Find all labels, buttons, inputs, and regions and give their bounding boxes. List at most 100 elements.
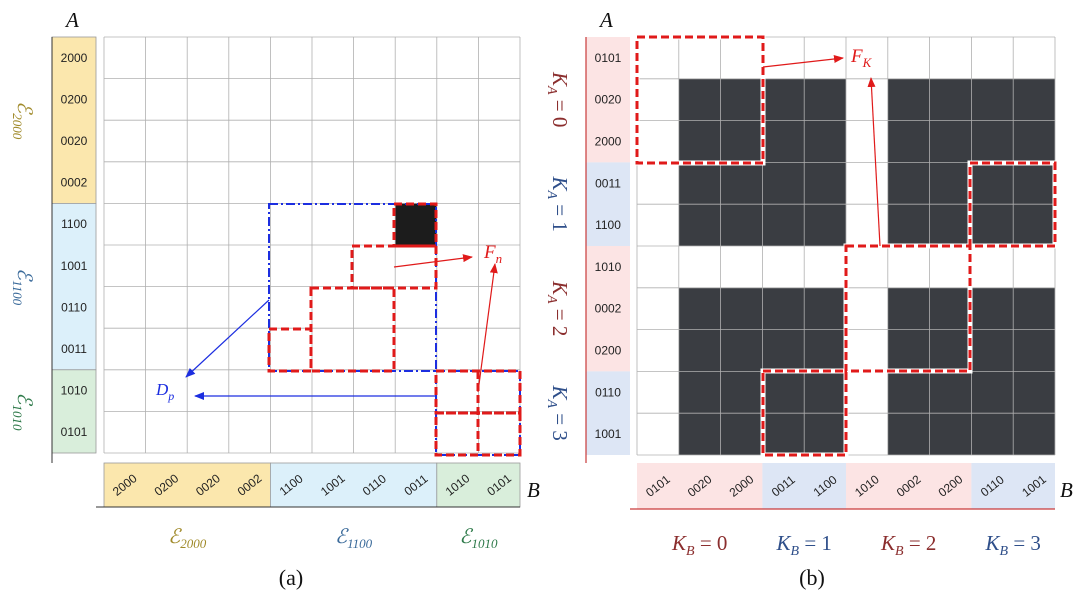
panel-b-filled-cell xyxy=(762,78,805,121)
panel-b-filled-cell xyxy=(887,120,930,163)
panel-b-filled-cell xyxy=(887,78,930,121)
panel-a-row-label: 0110 xyxy=(61,300,87,314)
panel-a-arrows xyxy=(185,254,498,400)
fk-label: FK xyxy=(850,46,873,70)
panel-b-row-label: 0002 xyxy=(595,302,622,316)
panel-b-filled-cell xyxy=(971,287,1014,330)
panel-a-row-label: 0011 xyxy=(61,342,87,356)
panel-b-filled-cell xyxy=(804,329,846,372)
panel-b-filled-cell xyxy=(762,371,805,414)
panel-b-filled-cell xyxy=(678,162,721,205)
panel-b-filled-cell xyxy=(720,162,763,205)
panel-b-filled-cell xyxy=(762,204,805,246)
panel-b-filled-cell xyxy=(762,413,805,455)
panel-a-row-label: 0020 xyxy=(61,134,88,148)
panel-b-filled-cell xyxy=(1013,371,1055,414)
panel-b-red-blocks xyxy=(635,35,1057,457)
panel-b-filled-cell xyxy=(1013,329,1055,372)
red-block-3 xyxy=(309,286,396,373)
panel-a-bottom-band-2000 xyxy=(103,462,271,508)
panel-b-row-labels: 0101 0020 2000 0011 1100 1010 0002 0200 0110 1001 xyxy=(595,51,622,441)
fk-block-2 xyxy=(844,244,972,373)
fk-block-0 xyxy=(635,35,765,165)
panel-b-caption: (b) xyxy=(799,565,825,590)
panel-b-arrows xyxy=(762,55,881,247)
panel-b-axis-b: B xyxy=(1060,478,1073,502)
panel-b-filled-cell xyxy=(720,78,763,121)
panel-a-row-label: 2000 xyxy=(61,51,88,65)
red-block-1 xyxy=(392,202,438,248)
panel-b-filled-cell xyxy=(971,329,1014,372)
panel-a-left-band-1100 xyxy=(51,202,97,371)
panel-b-ka-label: KA = 1 xyxy=(544,175,572,231)
panel-b-bottom-band-2 xyxy=(846,463,972,509)
panel-b-filled-cell xyxy=(804,78,846,121)
panel-b-filled-cell xyxy=(678,78,721,121)
panel-b-ka-label: KA = 3 xyxy=(544,384,572,440)
panel-b-row-label: 1001 xyxy=(595,427,622,441)
panel-b-bottom-band-0 xyxy=(637,463,763,509)
panel-b-filled-cell xyxy=(971,120,1014,163)
panel-b-row-label: 1100 xyxy=(595,218,621,232)
fn-label: Fn xyxy=(483,242,502,266)
dp-arrow-1 xyxy=(185,299,270,378)
fk-block-3 xyxy=(761,369,848,457)
dp-label: Dp xyxy=(155,380,174,403)
panel-b-filled-cell xyxy=(804,162,846,205)
panel-b-kb-label: KB = 0 xyxy=(671,531,727,559)
panel-b-row-label: 0101 xyxy=(595,51,622,65)
panel-b-filled-cell xyxy=(887,329,930,372)
panel-b-filled-cell xyxy=(1013,287,1055,330)
panel-b-row-label: 2000 xyxy=(595,135,622,149)
panel-b-filled-cell xyxy=(804,204,846,246)
panel-b-filled-cell xyxy=(971,162,1014,205)
panel-a-filled-cell xyxy=(395,203,437,245)
panel-a-axis-a: A xyxy=(64,8,79,32)
panel-b-filled-cell xyxy=(929,204,972,246)
panel-a-sector-bands xyxy=(51,36,521,508)
panel-b-left-band-3 xyxy=(586,371,630,455)
panel-b-filled-cell xyxy=(1013,78,1055,121)
panel-b-filled-cell xyxy=(929,162,972,205)
panel-b-filled-cell xyxy=(971,371,1014,414)
panel-a-caption: (a) xyxy=(279,565,303,590)
panel-b-filled-cell xyxy=(678,329,721,372)
panel-b-filled-cell xyxy=(678,287,721,330)
panel-b-row-label: 0200 xyxy=(595,344,622,358)
panel-b-left-band-2 xyxy=(586,246,630,372)
panel-b-filled-cell xyxy=(804,120,846,163)
panel-b-filled-cell xyxy=(887,413,930,455)
panel-a-sector-label-bottom: ℰ1100 xyxy=(335,526,373,551)
panel-b-filled-cell xyxy=(762,287,805,330)
panel-a-row-label: 0200 xyxy=(61,92,88,106)
panel-a-row-label: 0002 xyxy=(61,176,88,190)
panel-b-filled-cell xyxy=(929,120,972,163)
panel-a-sector-labels: ℰ2000 ℰ2000 ℰ1100 ℰ1100 ℰ1010 ℰ1010 xyxy=(10,101,498,551)
panel-b-k-bands xyxy=(585,37,1055,510)
panel-a-axis-b: B xyxy=(527,478,540,502)
panel-b-row-label: 1010 xyxy=(595,260,622,274)
panel-b-row-label: 0110 xyxy=(595,385,621,399)
panel-b-bottom-band-3 xyxy=(971,463,1055,509)
panel-b-filled-cell xyxy=(678,204,721,246)
fn-arrow-2 xyxy=(477,263,498,393)
panel-b-ka-label: KA = 0 xyxy=(544,71,572,127)
panel-b-left-band-0 xyxy=(586,37,630,163)
panel-b-filled-cell xyxy=(929,413,972,455)
panel-b-bottom-band-1 xyxy=(762,463,846,509)
fk-block-1 xyxy=(968,161,1057,248)
panel-b-k-labels: KB = 0 KA = 0 KB = 1 KA = 1 KB = 2 KA = 2 KB =… xyxy=(544,71,1041,559)
panel-b: 0101 0020 2000 0011 1100 1010 0002 0200 0110 1001… xyxy=(544,8,1073,590)
panel-b-filled-cell xyxy=(887,287,930,330)
panel-a-bottom-band-1100 xyxy=(269,462,438,508)
panel-a-row-label: 1001 xyxy=(61,259,88,273)
panel-b-kb-label: KB = 3 xyxy=(984,531,1040,559)
panel-a-sector-label-left: ℰ1100 xyxy=(10,268,35,306)
panel-b-filled-cell xyxy=(1013,120,1055,163)
panel-b-filled-cell xyxy=(804,287,846,330)
panel-b-filled-cells xyxy=(678,78,1055,455)
panel-b-row-label: 0011 xyxy=(595,176,621,190)
panel-a-sector-label-left: ℰ2000 xyxy=(10,101,35,140)
panel-b-filled-cell xyxy=(762,329,805,372)
panel-b-filled-cell xyxy=(720,371,763,414)
